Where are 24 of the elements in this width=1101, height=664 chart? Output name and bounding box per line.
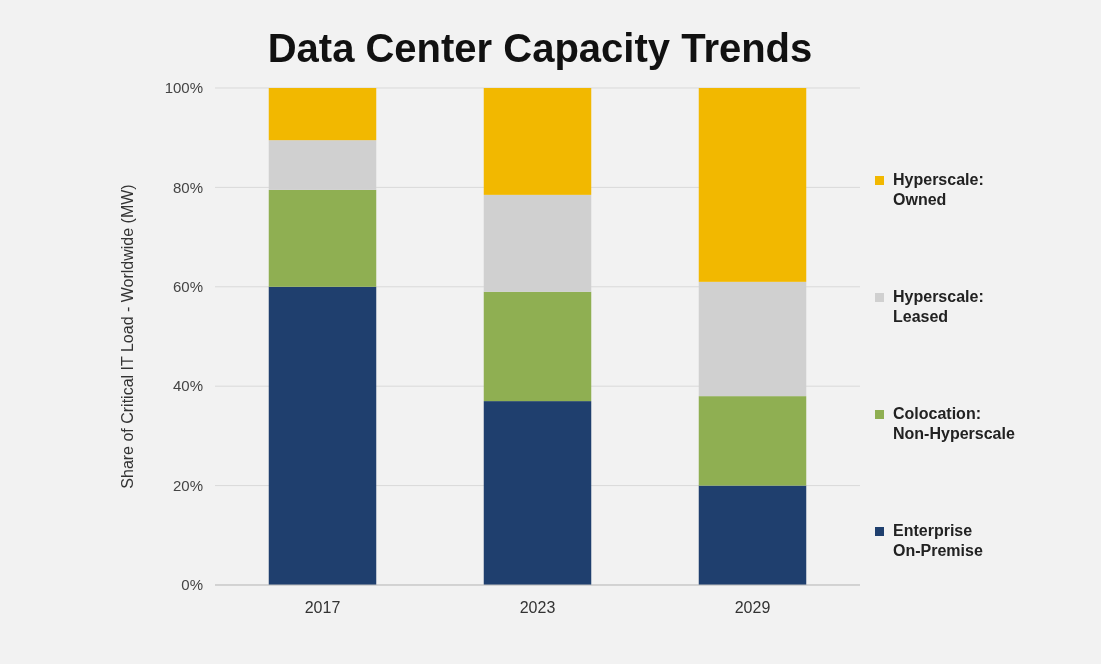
- bar: [698, 88, 807, 282]
- y-tick-label: 20%: [172, 476, 203, 494]
- bar: [483, 291, 592, 402]
- bar: [268, 88, 377, 141]
- x-tick-label: 2017: [304, 599, 341, 616]
- bar: [483, 401, 592, 585]
- y-tick-label: 60%: [172, 278, 203, 296]
- bar: [698, 485, 807, 585]
- x-tick-label: 2023: [519, 599, 556, 616]
- legend-label: Hyperscale: Owned: [893, 171, 984, 208]
- y-axis-title: Share of Critical IT Load - Worldwide (MW): [119, 184, 136, 489]
- bar: [268, 286, 377, 585]
- x-tick-label: 2029: [734, 599, 771, 616]
- legend-label: Enterprise On-Premise: [893, 522, 983, 559]
- y-tick-label: 80%: [172, 178, 203, 196]
- bar: [483, 88, 592, 195]
- chart-title: Data Center Capacity Trends: [267, 26, 813, 70]
- bar: [268, 189, 377, 287]
- legend-label: Hyperscale: Leased: [893, 288, 984, 325]
- y-tick-label: 0%: [181, 576, 203, 594]
- bar: [698, 396, 807, 486]
- y-tick-label: 100%: [164, 79, 203, 97]
- legend-label: Colocation: Non-Hyperscale: [893, 405, 1015, 442]
- y-tick-label: 40%: [172, 377, 203, 395]
